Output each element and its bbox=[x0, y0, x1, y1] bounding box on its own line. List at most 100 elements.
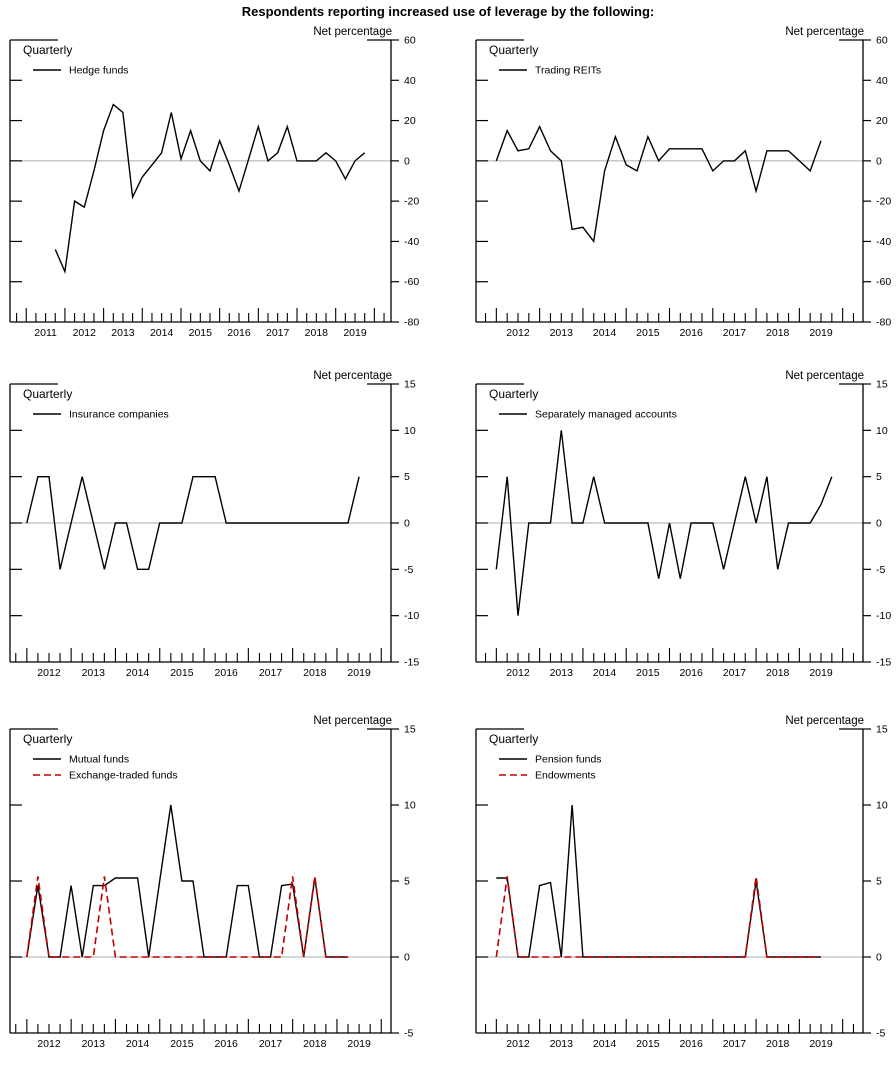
y-tick-label: 10 bbox=[876, 800, 888, 812]
y-tick-label: 15 bbox=[876, 379, 888, 391]
x-year-label: 2018 bbox=[766, 667, 790, 679]
x-year-label: 2015 bbox=[170, 1038, 194, 1050]
x-year-label: 2016 bbox=[215, 1038, 239, 1050]
x-year-label: 2015 bbox=[636, 327, 660, 339]
frequency-label: Quarterly bbox=[489, 732, 538, 746]
frequency-label: Quarterly bbox=[489, 387, 538, 401]
x-year-label: 2019 bbox=[343, 327, 367, 339]
x-year-label: 2016 bbox=[215, 667, 239, 679]
x-year-label: 2016 bbox=[227, 327, 251, 339]
y-tick-label: -60 bbox=[876, 276, 891, 288]
frequency-label: Quarterly bbox=[23, 387, 72, 401]
y-tick-label: 0 bbox=[404, 518, 410, 530]
y-tick-label: 0 bbox=[876, 952, 882, 964]
x-year-label: 2014 bbox=[593, 667, 617, 679]
panel-separately-managed-accounts: -15 -10 -5 0 5 10 15 2012 2013 2014 2015 2016 2017 20… bbox=[448, 358, 896, 698]
chart-pension-funds-endowments: -5 0 5 10 15 2012 2013 2014 2015 2016 2017 2018 2019… bbox=[475, 715, 888, 1050]
y-tick-label: -15 bbox=[876, 657, 891, 669]
y-tick-label: 15 bbox=[404, 724, 416, 736]
x-year-label: 2013 bbox=[82, 1038, 106, 1050]
legend-label: Separately managed accounts bbox=[535, 409, 677, 421]
net-percentage-label: Net percentage bbox=[313, 370, 392, 382]
chart-mutual-funds-etf: -5 0 5 10 15 2012 2013 2014 2015 2016 2017 2018 2019… bbox=[9, 715, 416, 1050]
series-line-insurance-companies bbox=[26, 475, 360, 571]
x-year-label: 2012 bbox=[73, 327, 97, 339]
x-year-label: 2017 bbox=[259, 667, 283, 679]
x-year-label: 2018 bbox=[305, 327, 329, 339]
chart-separately-managed-accounts: -15 -10 -5 0 5 10 15 2012 2013 2014 2015 2016 2017 20… bbox=[475, 370, 891, 679]
x-year-label: 2011 bbox=[34, 327, 57, 339]
x-year-label: 2013 bbox=[111, 327, 135, 339]
x-year-label: 2013 bbox=[550, 327, 574, 339]
legend-label: Trading REITs bbox=[535, 65, 601, 77]
x-year-label: 2018 bbox=[303, 667, 327, 679]
y-tick-label: -5 bbox=[404, 1028, 413, 1040]
panel-trading-reits: -80 -60 -40 -20 0 20 40 60 2012 2013 2014 2015 2016 2… bbox=[448, 14, 896, 359]
y-tick-label: 60 bbox=[404, 35, 416, 47]
y-tick-label: 5 bbox=[404, 876, 410, 888]
y-tick-label: -80 bbox=[876, 317, 891, 329]
panel-insurance-companies: -15 -10 -5 0 5 10 15 2012 2013 2014 2015 2016 2017 20… bbox=[0, 358, 448, 698]
y-tick-label: 10 bbox=[404, 800, 416, 812]
x-year-label: 2017 bbox=[723, 1038, 747, 1050]
x-year-label: 2012 bbox=[506, 327, 530, 339]
x-year-label: 2019 bbox=[809, 327, 833, 339]
net-percentage-label: Net percentage bbox=[313, 26, 392, 38]
y-tick-label: -20 bbox=[404, 196, 419, 208]
frequency-label: Quarterly bbox=[489, 43, 538, 57]
y-tick-label: -10 bbox=[404, 610, 419, 622]
legend-label: Endowments bbox=[535, 770, 596, 782]
x-year-label: 2013 bbox=[550, 1038, 574, 1050]
x-year-label: 2014 bbox=[593, 1038, 617, 1050]
x-year-label: 2015 bbox=[189, 327, 213, 339]
series-line-separately-managed-accounts bbox=[495, 430, 833, 616]
x-year-label: 2019 bbox=[809, 667, 833, 679]
y-tick-label: 5 bbox=[876, 876, 882, 888]
x-year-label: 2016 bbox=[679, 1038, 703, 1050]
x-year-label: 2014 bbox=[126, 667, 150, 679]
y-tick-label: 0 bbox=[876, 518, 882, 530]
legend-label: Hedge funds bbox=[69, 65, 129, 77]
y-tick-label: -40 bbox=[404, 236, 419, 248]
y-tick-label: -40 bbox=[876, 236, 891, 248]
y-tick-label: 5 bbox=[876, 471, 882, 483]
y-tick-label: -15 bbox=[404, 657, 419, 669]
y-tick-label: -20 bbox=[876, 196, 891, 208]
x-year-label: 2015 bbox=[170, 667, 194, 679]
y-tick-label: 5 bbox=[404, 471, 410, 483]
y-tick-label: -10 bbox=[876, 610, 891, 622]
x-year-label: 2012 bbox=[506, 667, 530, 679]
net-percentage-label: Net percentage bbox=[785, 370, 864, 382]
x-year-label: 2014 bbox=[126, 1038, 150, 1050]
x-year-label: 2016 bbox=[679, 667, 703, 679]
x-year-label: 2017 bbox=[723, 667, 747, 679]
x-year-label: 2017 bbox=[723, 327, 747, 339]
x-year-label: 2018 bbox=[766, 1038, 790, 1050]
series-line-trading-reits bbox=[495, 124, 822, 244]
panel-hedge-funds: -80 -60 -40 -20 0 20 40 60 2011 2012 2013 2014 2015 2… bbox=[0, 14, 448, 359]
x-year-label: 2013 bbox=[550, 667, 574, 679]
series-line-mutual-funds bbox=[26, 804, 348, 958]
x-year-label: 2017 bbox=[266, 327, 290, 339]
series-line-pension-funds bbox=[496, 804, 821, 958]
y-tick-label: 10 bbox=[876, 425, 888, 437]
net-percentage-label: Net percentage bbox=[313, 715, 392, 727]
x-year-label: 2019 bbox=[347, 1038, 371, 1050]
x-year-label: 2018 bbox=[766, 327, 790, 339]
x-year-label: 2014 bbox=[150, 327, 174, 339]
x-year-label: 2012 bbox=[37, 667, 61, 679]
y-tick-label: -80 bbox=[404, 317, 419, 329]
x-year-label: 2013 bbox=[82, 667, 106, 679]
series-line-endowments bbox=[495, 876, 821, 958]
panel-mutual-funds-etf: -5 0 5 10 15 2012 2013 2014 2015 2016 2017 2018 2019… bbox=[0, 700, 448, 1066]
x-year-label: 2012 bbox=[506, 1038, 530, 1050]
series-line-hedge-funds bbox=[54, 103, 366, 275]
series-line-exchange-traded-funds bbox=[26, 876, 348, 958]
legend-label: Insurance companies bbox=[69, 409, 169, 421]
chart-trading-reits: -80 -60 -40 -20 0 20 40 60 2012 2013 2014 2015 2016 2… bbox=[475, 26, 891, 339]
y-tick-label: 15 bbox=[404, 379, 416, 391]
y-tick-label: -5 bbox=[876, 564, 885, 576]
chart-insurance-companies: -15 -10 -5 0 5 10 15 2012 2013 2014 2015 2016 2017 20… bbox=[9, 370, 419, 679]
net-percentage-label: Net percentage bbox=[785, 26, 864, 38]
y-tick-label: 0 bbox=[404, 952, 410, 964]
